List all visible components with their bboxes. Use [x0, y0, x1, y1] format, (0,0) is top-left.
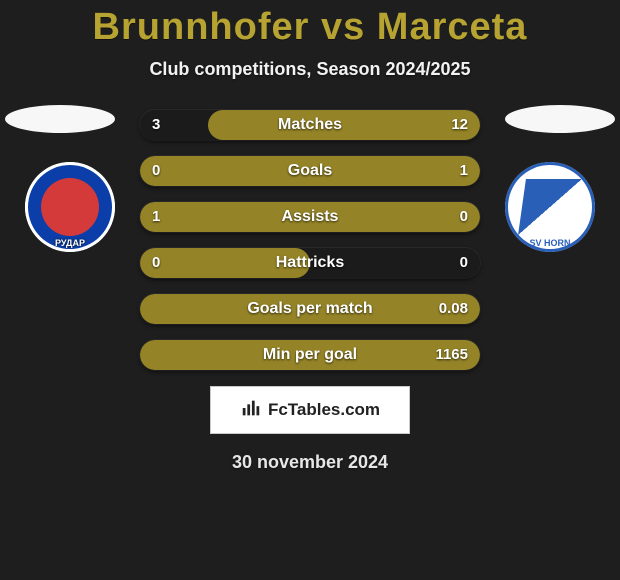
subtitle: Club competitions, Season 2024/2025 [0, 59, 620, 80]
stat-bar: 10Assists [140, 202, 480, 232]
stat-bar: 0.08Goals per match [140, 294, 480, 324]
stat-bar-label: Min per goal [140, 340, 480, 370]
club-crest-left: РУДАР [25, 162, 115, 252]
club-crest-left-inner [41, 178, 99, 236]
stat-bar-label: Matches [140, 110, 480, 140]
stat-bar-label: Hattricks [140, 248, 480, 278]
stat-bar: 1165Min per goal [140, 340, 480, 370]
date-label: 30 november 2024 [0, 452, 620, 473]
stat-bar: 01Goals [140, 156, 480, 186]
player-marker-left [5, 105, 115, 133]
page-title: Brunnhofer vs Marceta [0, 0, 620, 49]
club-crest-right-flag [518, 179, 582, 235]
comparison-layout: РУДАР SV HORN 312Matches 01Goals 10Assists… [0, 110, 620, 370]
club-crest-right: SV HORN [505, 162, 595, 252]
stat-bar-label: Assists [140, 202, 480, 232]
source-badge-text: FcTables.com [268, 400, 380, 420]
stat-bar: 00Hattricks [140, 248, 480, 278]
club-crest-right-label: SV HORN [505, 238, 595, 248]
stat-bars: 312Matches 01Goals 10Assists 00Hattricks 0.0… [140, 110, 480, 370]
chart-icon [240, 397, 262, 424]
club-crest-left-label: РУДАР [25, 238, 115, 248]
stat-bar-label: Goals per match [140, 294, 480, 324]
player-marker-right [505, 105, 615, 133]
stat-bar: 312Matches [140, 110, 480, 140]
stat-bar-label: Goals [140, 156, 480, 186]
source-badge[interactable]: FcTables.com [210, 386, 410, 434]
